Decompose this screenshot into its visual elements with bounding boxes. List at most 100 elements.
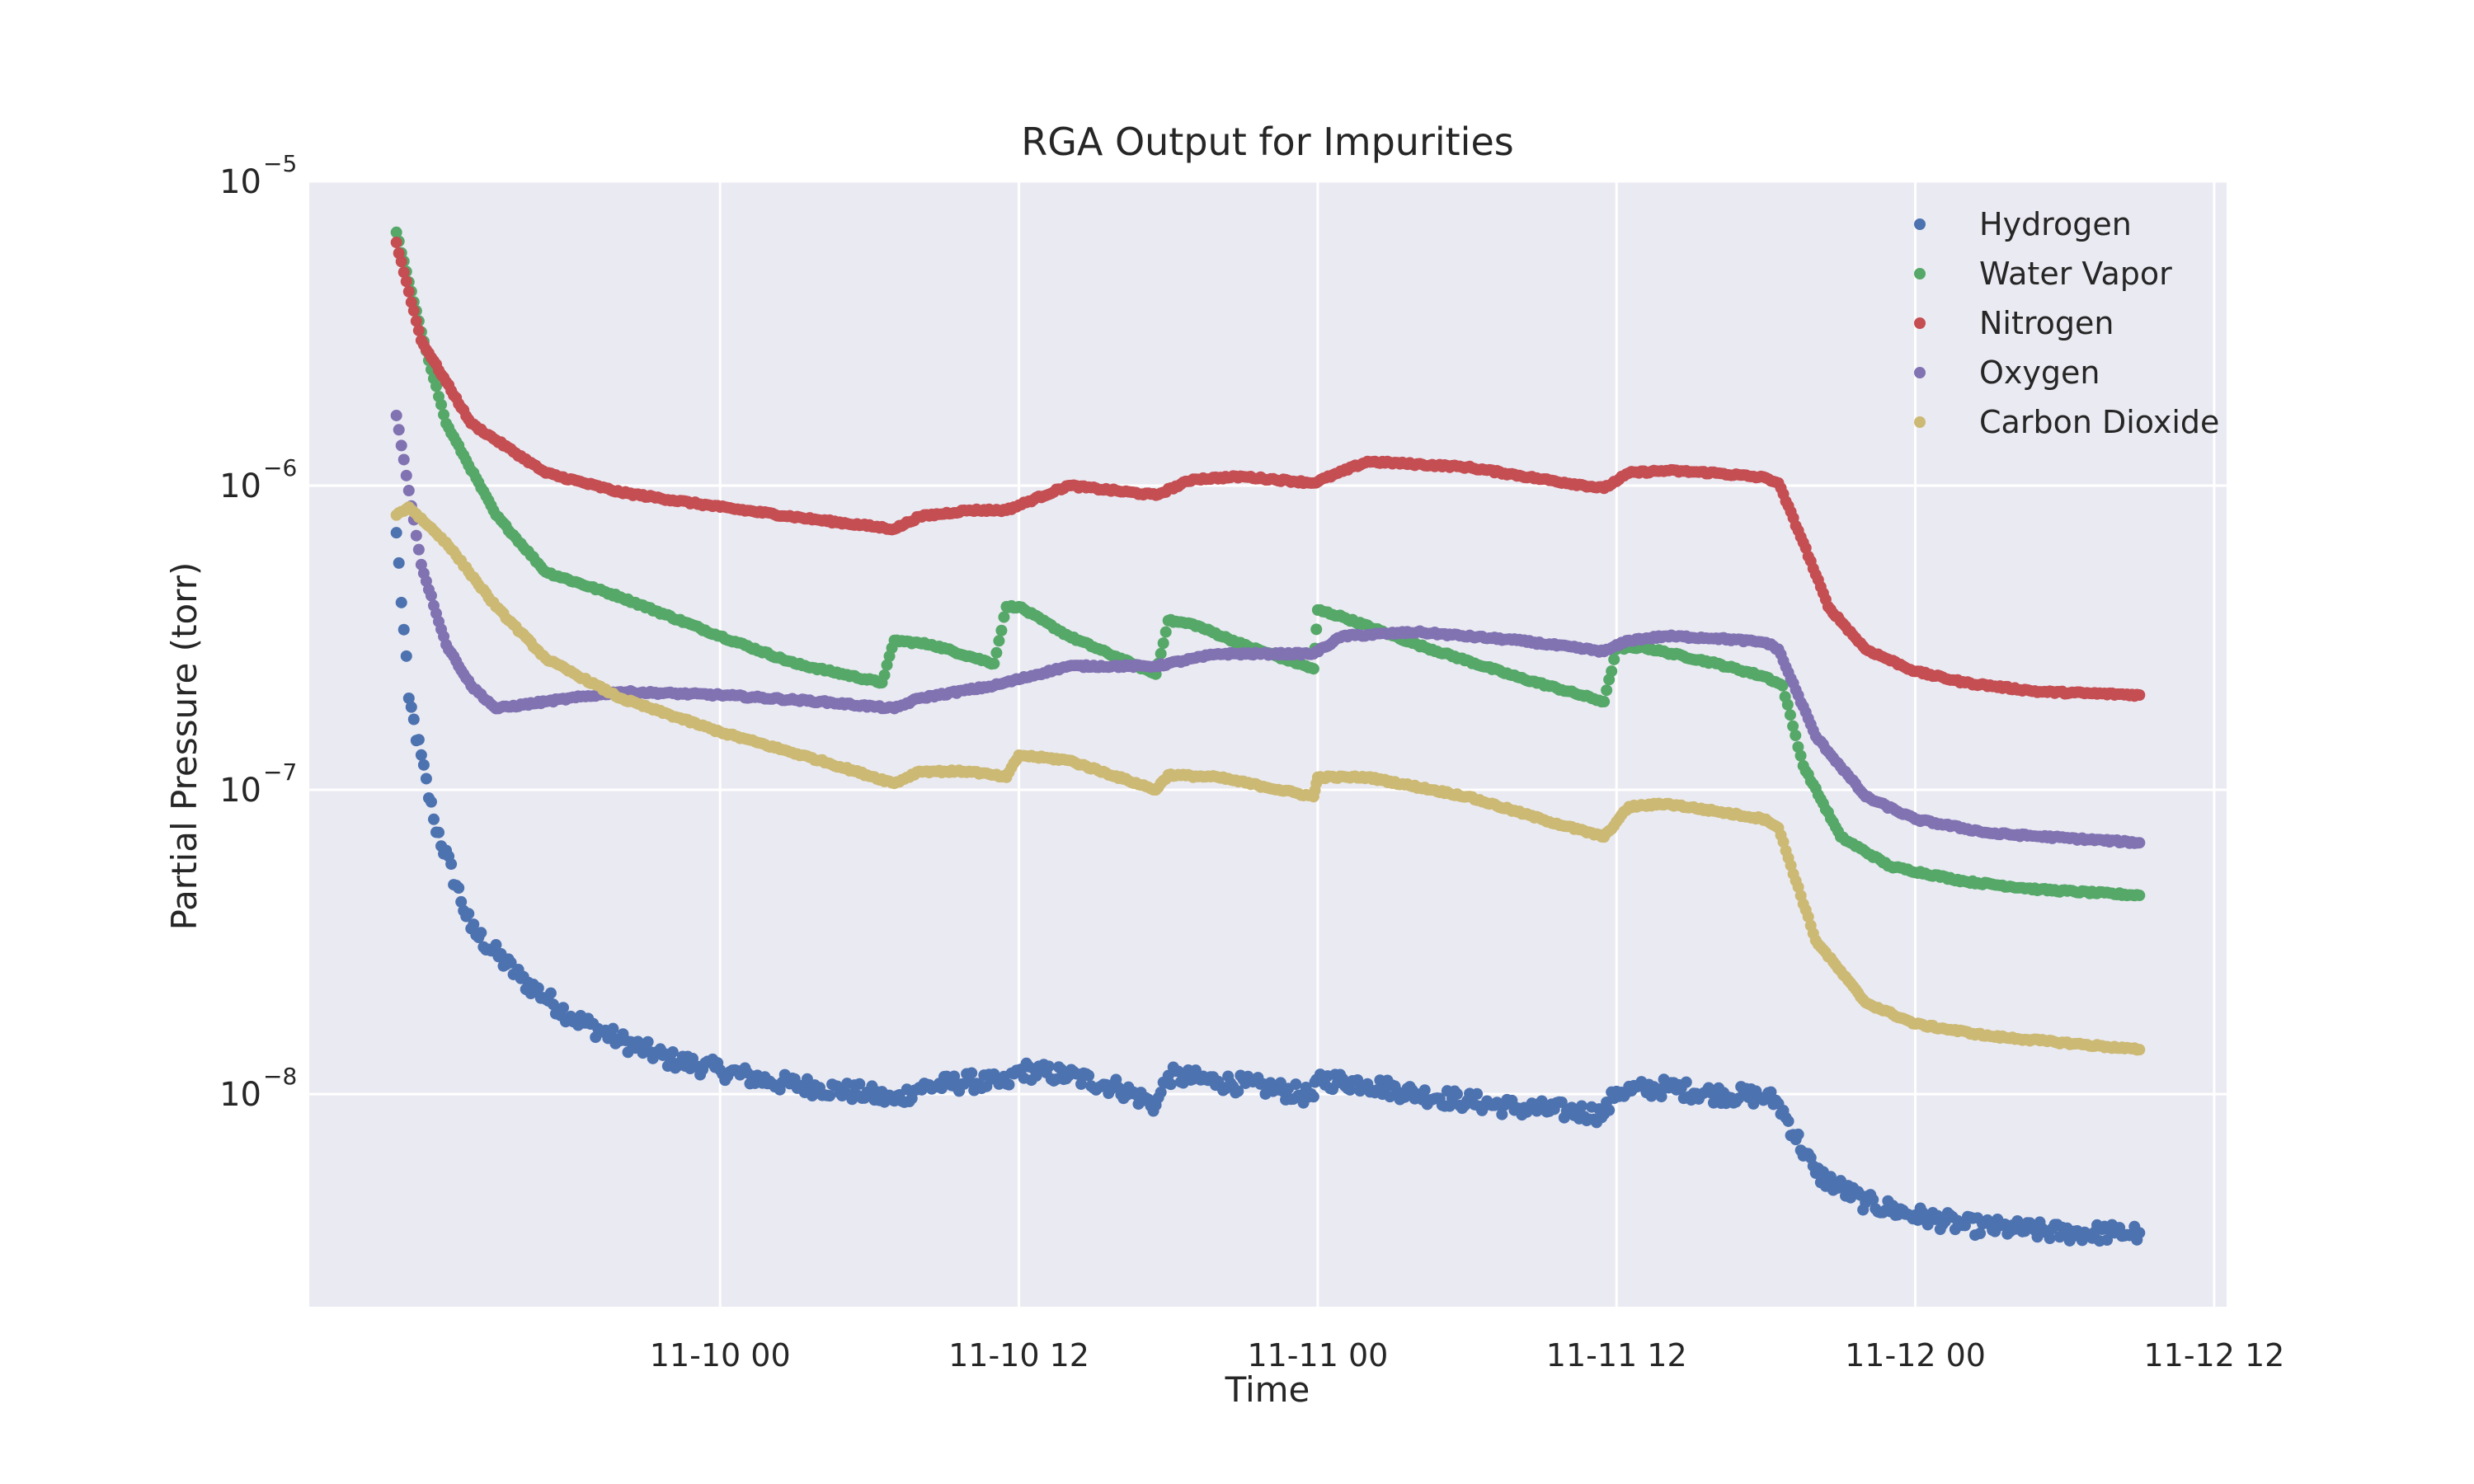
sample-point (445, 858, 458, 871)
sample-point (1794, 531, 1807, 543)
sample-point (958, 1078, 971, 1090)
x-tick-label: 11-11 12 (1546, 1337, 1687, 1374)
sample-point (878, 669, 891, 681)
sample-point (1802, 910, 1814, 923)
data-point (402, 692, 415, 704)
sample-point (1608, 653, 1620, 665)
y-tick-label: 10 (219, 467, 261, 505)
sample-point (397, 453, 410, 466)
sample-point (1155, 647, 1167, 660)
sample-point (1496, 1108, 1508, 1120)
sample-point (2044, 1233, 2056, 1245)
legend-marker (1914, 268, 1926, 279)
y-tick-exponent: −8 (263, 1063, 297, 1090)
sample-point (393, 424, 405, 436)
sample-point (425, 796, 437, 808)
sample-point (1596, 1111, 1608, 1124)
sample-point (1790, 730, 1802, 742)
y-tick-label: 10 (219, 1076, 261, 1114)
sample-point (1770, 1094, 1782, 1106)
sample-point (1042, 1060, 1055, 1073)
sample-point (463, 674, 475, 687)
sample-point (824, 1090, 836, 1102)
sample-point (1603, 1104, 1616, 1116)
y-tick-exponent: −6 (263, 454, 297, 481)
sample-point (2131, 837, 2143, 849)
data-point (390, 237, 402, 249)
sample-point (2131, 688, 2143, 701)
sample-point (407, 713, 420, 726)
sample-point (412, 543, 425, 556)
gridlines (309, 180, 2227, 1307)
y-tick-exponent: −7 (263, 758, 297, 786)
sample-point (395, 439, 407, 452)
plot-area (309, 181, 2227, 1307)
series-water-vapor (390, 226, 2146, 902)
sample-point (1596, 696, 1608, 708)
sample-point (417, 758, 430, 771)
sample-point (1055, 1064, 1067, 1076)
sample-point (410, 529, 422, 542)
sample-point (400, 650, 412, 662)
sample-point (420, 773, 432, 785)
sample-point (1655, 1091, 1667, 1103)
sample-point (505, 956, 517, 969)
sample-point (1290, 1078, 1302, 1091)
sample-point (395, 256, 407, 268)
sample-point (1418, 1084, 1431, 1097)
sample-point (557, 1002, 569, 1014)
sample-point (438, 408, 450, 420)
sample-point (2053, 1231, 2066, 1243)
sample-point (400, 469, 412, 481)
y-axis-label: Partial Pressure (torr) (164, 562, 205, 931)
x-tick-label: 11-10 12 (948, 1337, 1089, 1374)
sample-point (430, 380, 442, 392)
sample-point (1857, 1204, 1870, 1216)
legend-marker (1914, 317, 1926, 329)
sample-point (1471, 1087, 1484, 1100)
sample-point (1784, 709, 1796, 721)
sample-point (1777, 836, 1790, 848)
sample-point (2131, 1044, 2143, 1056)
legend-marker (1914, 218, 1926, 230)
sample-point (1555, 1096, 1568, 1108)
sample-point (468, 918, 480, 931)
sample-point (402, 484, 415, 496)
data-point (427, 813, 440, 825)
series-hydrogen (390, 527, 2146, 1247)
sample-point (407, 304, 420, 317)
sample-point (475, 927, 487, 939)
sample-point (1792, 741, 1804, 754)
sample-point (405, 701, 417, 713)
sample-point (532, 982, 544, 994)
data-point (390, 409, 402, 421)
sample-point (453, 882, 465, 895)
sample-point (995, 624, 1008, 636)
sample-point (1765, 1086, 1777, 1098)
chart-title: RGA Output for Impurities (1021, 120, 1513, 164)
sample-point (1680, 1076, 1692, 1088)
sample-point (1159, 626, 1172, 638)
sample-point (1807, 724, 1819, 736)
sample-point (1164, 1078, 1177, 1091)
series-oxygen (390, 409, 2146, 849)
sample-point (1536, 1095, 1548, 1107)
sample-point (1157, 637, 1169, 650)
sample-point (1575, 1100, 1587, 1112)
sample-point (1792, 1128, 1804, 1140)
sample-point (1794, 749, 1807, 762)
sample-point (544, 987, 557, 999)
sample-point (607, 1022, 619, 1035)
sample-point (712, 1057, 724, 1069)
sample-point (1819, 594, 1832, 606)
sample-point (1344, 1083, 1357, 1096)
sample-point (666, 1046, 679, 1059)
sample-point (1083, 1069, 1095, 1082)
sample-point (1787, 720, 1799, 732)
data-point (415, 558, 427, 571)
sample-point (1003, 1078, 1015, 1091)
sample-point (438, 630, 450, 642)
sample-point (1147, 1105, 1159, 1117)
x-tick-label: 11-12 00 (1845, 1337, 1986, 1374)
